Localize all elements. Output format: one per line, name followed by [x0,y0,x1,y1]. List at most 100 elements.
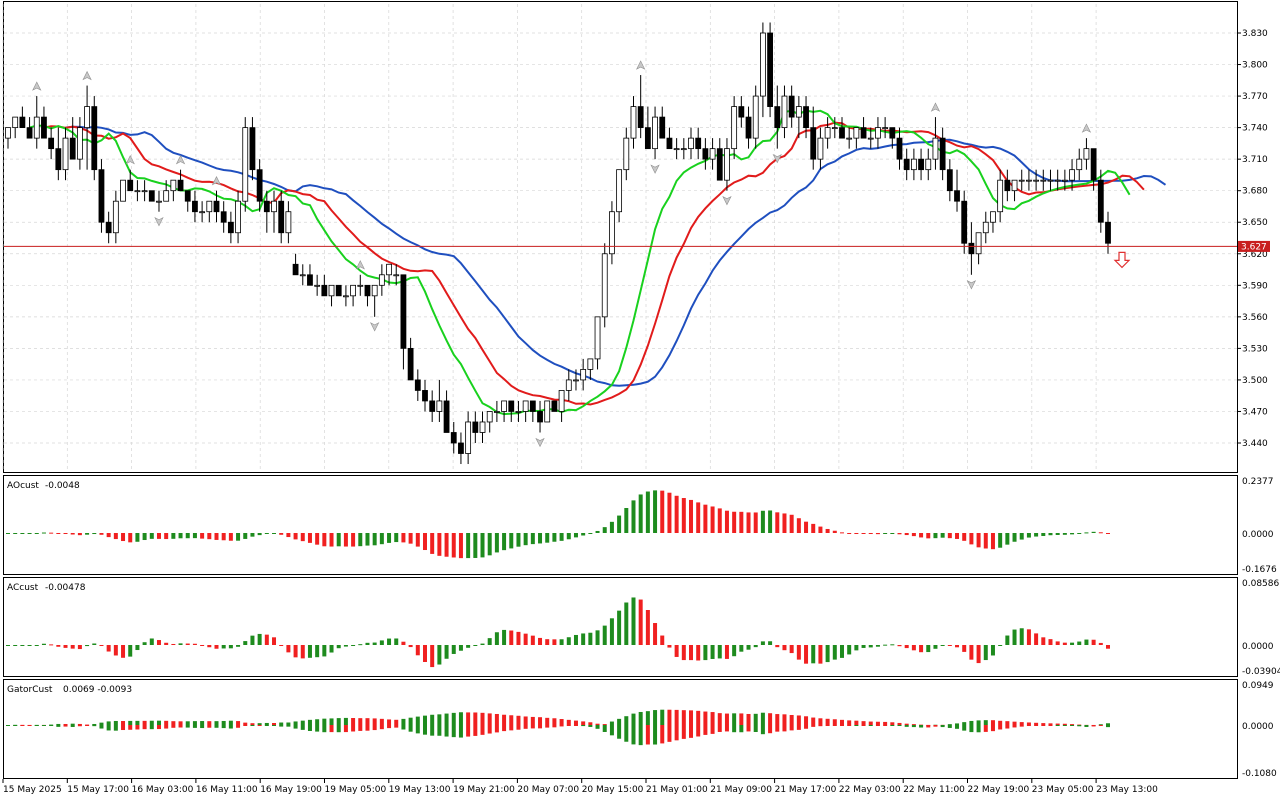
gator-upper-bar [228,720,233,725]
gator-upper-bar [811,717,816,725]
ao-bar [1041,533,1046,536]
candle-body [767,32,773,107]
ac-bar [451,645,456,654]
ao-bar [322,533,327,547]
gator-lower-bar [854,725,859,726]
candle-body [745,116,752,139]
candle-body [371,284,378,297]
ac-bar [962,645,967,652]
ao-bar [264,533,269,534]
gator-upper-bar [1005,721,1010,725]
ac-bar [825,645,830,663]
ac-bar [566,637,571,645]
candle-body [350,284,356,297]
gator-lower-bar [674,725,679,741]
gator-upper-bar [272,722,277,725]
gator-lower-bar [1012,725,1017,728]
ao-bar [674,495,679,533]
gator-lower-bar [955,725,960,729]
gator-lower-bar [602,725,607,732]
ac-bar [422,645,427,662]
ac-bar [336,645,341,649]
ac-bar [20,645,25,646]
gator-lower-bar [653,725,658,745]
ac-bar [250,635,255,645]
ac-bar [602,625,607,645]
gator-lower-bar [430,725,435,736]
gator-lower-bar [351,725,356,732]
gator-lower-bar [85,725,90,726]
gator-upper-bar [1070,724,1075,726]
candle-body [199,211,206,214]
alligator-jaw-line [65,125,1167,387]
gator-lower-bar [250,725,255,726]
gator-lower-bar [49,725,54,726]
ao-bar [753,512,758,533]
ac-bar [926,645,931,653]
candle-body [666,137,673,150]
ao-bar [566,533,571,540]
gator-lower-bar [300,725,305,730]
ac-bar [243,641,248,645]
ao-bar [63,533,68,534]
gator-upper-bar [200,721,205,725]
gator-upper-bar [875,721,880,725]
time-tick-label: 21 May 09:00 [710,785,772,795]
ac-bar [156,640,161,645]
ao-bar [832,530,837,533]
ao-bar [768,510,773,533]
ao-bar [545,533,550,543]
ao-bar [789,514,794,533]
ac-bar [753,645,758,648]
ac-bar [998,645,1003,646]
candle-body [263,200,270,213]
ao-bar [1005,533,1010,545]
ac-bar [1070,642,1075,645]
gator-upper-bar [947,724,952,726]
candle-body [587,358,594,370]
gator-lower-bar [27,725,32,726]
ao-bar [875,533,880,535]
ac-bar [171,643,176,645]
ac-bar [631,597,636,645]
ao-bar [696,502,701,533]
gator-upper-bar [897,722,902,725]
candle-body [896,137,903,160]
fractal-up-icon [125,154,135,165]
gator-upper-bar [847,720,852,725]
main-price-panel[interactable] [3,1,1238,473]
candle-body [378,274,385,286]
gator-lower-bar [1005,725,1010,729]
ac-bar [1034,633,1039,645]
ao-bar [192,533,197,539]
ao-bar [156,533,161,539]
gator-upper-bar [1106,723,1110,725]
gator-lower-bar [832,725,837,726]
ao-bar [990,533,995,550]
ac-tick-top: 0.08586 [1242,579,1279,589]
candle-body [781,95,788,129]
gator-upper-bar [480,712,485,725]
ac-bar [343,645,348,647]
ac-bar [329,645,334,653]
ac-bar [732,645,737,657]
ac-bar [969,645,974,660]
candle-body [889,127,896,139]
gator-lower-bar [192,725,197,728]
ac-bar [178,643,183,645]
ac-bar [164,642,169,645]
gator-lower-bar [818,725,823,727]
candle-body [184,190,191,202]
ac-bar [257,633,262,645]
ac-bar [92,643,97,645]
ao-bar [811,523,816,533]
gator-lower-bar [911,725,916,728]
ao-bar [34,533,39,534]
gator-lower-bar [703,725,708,735]
gator-lower-bar [1055,725,1060,726]
gator-upper-bar [487,713,492,725]
ao-bar [6,533,10,534]
gator-tick-zero: 0.0000 [1242,722,1274,732]
ac-bar [689,645,694,661]
